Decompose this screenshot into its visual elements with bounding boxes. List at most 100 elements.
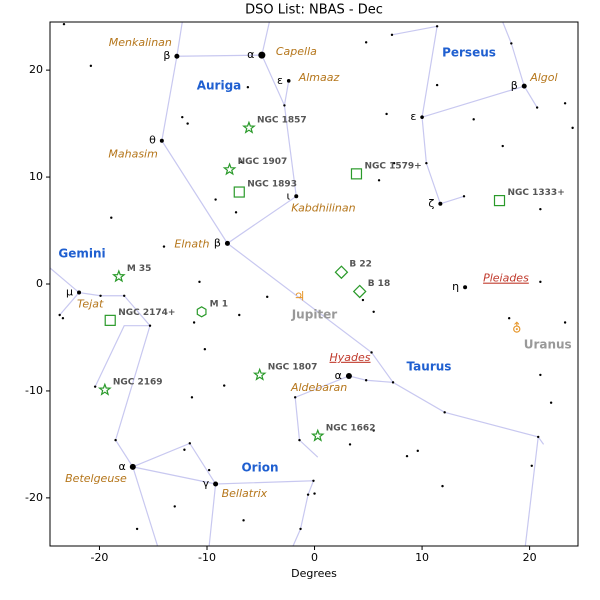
constellation-name: Auriga: [197, 79, 242, 93]
star: [89, 64, 93, 68]
star: [293, 396, 297, 399]
named-star: [258, 51, 266, 59]
named-star: [521, 83, 527, 89]
star: [563, 102, 567, 105]
dso-label: NGC 1857: [257, 115, 307, 125]
star: [364, 379, 368, 382]
named-star: [286, 79, 291, 83]
star-letter: α: [335, 369, 342, 382]
star: [186, 122, 189, 125]
star: [198, 280, 201, 284]
star: [162, 245, 166, 248]
dso-marker: [242, 120, 256, 134]
dso-label: NGC 1893: [247, 180, 297, 190]
dso-marker: [97, 382, 112, 396]
y-tick-label: 20: [29, 63, 43, 76]
star: [122, 294, 126, 297]
star: [135, 527, 139, 531]
star: [405, 454, 409, 458]
constellation-name: Orion: [241, 461, 278, 475]
star-name: Algol: [529, 71, 557, 84]
star: [62, 22, 66, 26]
constellation-line: [283, 80, 290, 106]
named-star: [213, 481, 219, 487]
x-tick-label: 0: [311, 551, 318, 564]
star: [188, 442, 191, 445]
x-tick-label: 20: [523, 551, 537, 564]
dso-marker: [252, 367, 267, 381]
dso-label: NGC 1807: [268, 362, 318, 372]
star-name: Almaaz: [298, 71, 340, 84]
constellation-line: [114, 325, 151, 468]
chart-title: DSO List: NBAS - Dec: [245, 3, 383, 18]
dso-label: NGC 1662: [326, 423, 376, 433]
star: [435, 25, 439, 28]
star: [507, 317, 511, 320]
dso-marker: [196, 306, 207, 318]
constellation-name: Gemini: [58, 247, 105, 261]
constellation-name: Taurus: [407, 360, 452, 374]
x-axis-label: Degrees: [291, 567, 337, 580]
dso-label: NGC 2169: [113, 377, 163, 387]
star-letter: ε: [410, 110, 416, 123]
star-letter: ι: [287, 189, 291, 202]
constellation-line: [391, 25, 438, 36]
y-tick-label: -10: [25, 384, 43, 397]
star: [283, 104, 286, 107]
star-letter: β: [511, 79, 518, 92]
star: [306, 493, 310, 496]
star: [571, 126, 574, 130]
star: [183, 448, 186, 451]
star: [223, 384, 226, 387]
star: [190, 396, 194, 399]
named-star: [129, 463, 136, 470]
star: [443, 411, 446, 414]
star-name: Mahasim: [108, 148, 157, 161]
star: [462, 195, 466, 198]
star: [535, 106, 539, 109]
dso-marker: [222, 162, 237, 176]
named-star: [438, 201, 443, 206]
star: [299, 527, 302, 531]
star: [364, 41, 368, 44]
star: [214, 198, 217, 201]
star-letter: β: [163, 49, 170, 62]
star: [348, 443, 352, 446]
star-name: Elnath: [174, 237, 209, 250]
planet-name: Uranus: [524, 337, 572, 351]
star: [539, 207, 542, 211]
star-letter: ζ: [428, 197, 434, 210]
star-name: Tejat: [77, 298, 104, 311]
constellation-line: [50, 267, 152, 387]
constellation-line: [132, 466, 159, 546]
constellation-line: [523, 85, 538, 108]
star-letter: η: [452, 280, 459, 293]
star: [510, 42, 513, 45]
star: [425, 161, 428, 165]
star-letter: α: [119, 460, 126, 473]
star: [377, 179, 381, 182]
star-name: Menkalinan: [109, 36, 172, 49]
planet-name: Jupiter: [291, 307, 338, 321]
star: [416, 449, 419, 453]
x-tick-label: -20: [90, 551, 108, 564]
named-star: [463, 285, 468, 290]
x-tick-label: 10: [415, 551, 429, 564]
dso-marker: [350, 168, 363, 180]
named-star: [420, 115, 424, 119]
star: [99, 294, 102, 297]
star: [192, 321, 196, 324]
named-star: [294, 194, 299, 199]
star-name: Betelgeuse: [65, 472, 127, 485]
star-name: Aldebaran: [290, 381, 347, 394]
star: [312, 479, 315, 482]
constellation-line: [176, 22, 183, 57]
named-star: [174, 53, 180, 59]
star-letter: ε: [277, 74, 283, 87]
star-letter: β: [214, 236, 221, 249]
constellation-line: [227, 242, 545, 445]
named-star: [345, 372, 352, 379]
dso-marker: [111, 269, 126, 283]
star: [266, 295, 269, 299]
